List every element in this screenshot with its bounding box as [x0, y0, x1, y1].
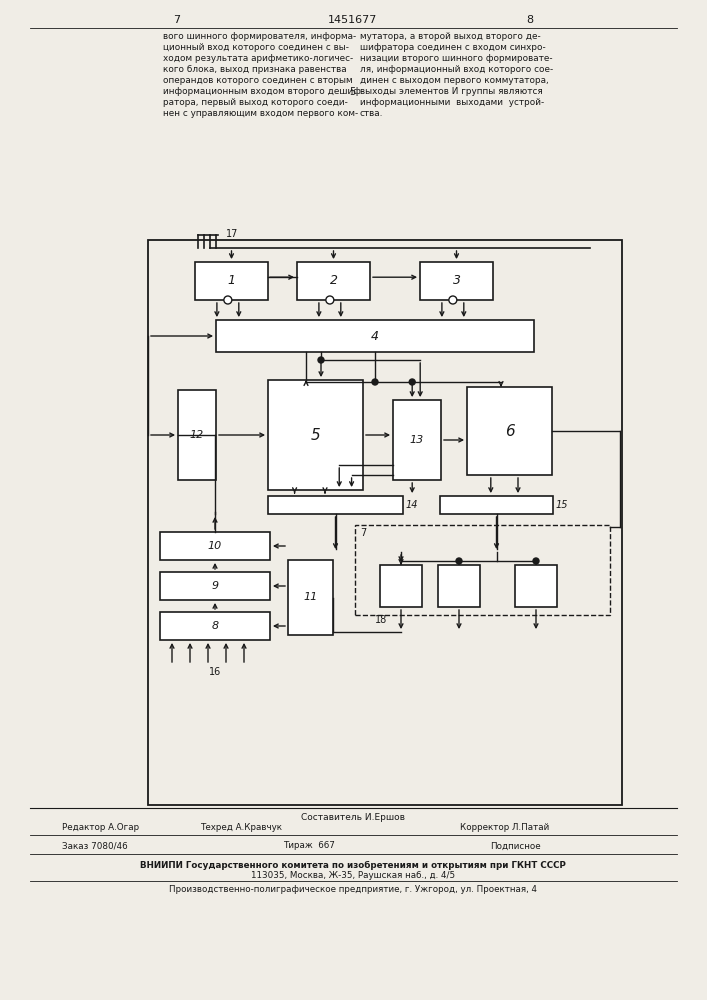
Text: 18: 18 — [375, 615, 387, 625]
Bar — [380, 565, 422, 607]
Text: Заказ 7080/46: Заказ 7080/46 — [62, 842, 128, 850]
Circle shape — [456, 558, 462, 564]
Bar — [288, 560, 333, 635]
Text: 1451677: 1451677 — [328, 15, 378, 25]
Text: 13: 13 — [410, 435, 424, 445]
Circle shape — [318, 357, 324, 363]
Bar — [268, 380, 363, 490]
Text: информационными  выходами  устрой-: информационными выходами устрой- — [360, 98, 544, 107]
Bar — [393, 400, 441, 480]
Text: Тираж  667: Тираж 667 — [283, 842, 335, 850]
Bar — [438, 565, 480, 607]
Text: 6: 6 — [505, 424, 515, 438]
Text: 3: 3 — [452, 274, 460, 288]
Text: 4: 4 — [371, 330, 379, 342]
Text: 10: 10 — [208, 541, 222, 551]
Bar — [297, 262, 370, 300]
Text: Техред А.Кравчук: Техред А.Кравчук — [200, 824, 282, 832]
Text: 8: 8 — [527, 15, 534, 25]
Circle shape — [409, 379, 415, 385]
Text: ратора, первый выход которого соеди-: ратора, первый выход которого соеди- — [163, 98, 348, 107]
Text: 2: 2 — [329, 274, 337, 288]
Circle shape — [449, 296, 457, 304]
Circle shape — [326, 296, 334, 304]
Text: 1: 1 — [228, 274, 235, 288]
Bar — [440, 496, 553, 514]
Text: кого блока, выход признака равенства: кого блока, выход признака равенства — [163, 65, 346, 74]
Text: вого шинного формирователя, информа-: вого шинного формирователя, информа- — [163, 32, 356, 41]
Bar — [160, 612, 270, 640]
Text: 11: 11 — [303, 592, 317, 602]
Text: Производственно-полиграфическое предприятие, г. Ужгород, ул. Проектная, 4: Производственно-полиграфическое предприя… — [169, 886, 537, 894]
Circle shape — [372, 379, 378, 385]
Text: 15: 15 — [556, 500, 568, 510]
Text: 7: 7 — [360, 528, 366, 538]
Bar — [216, 320, 534, 352]
Text: 9: 9 — [211, 581, 218, 591]
Text: информационным входом второго дешиф-: информационным входом второго дешиф- — [163, 87, 364, 96]
Bar — [467, 387, 552, 475]
Text: 16: 16 — [209, 667, 221, 677]
Text: 5: 5 — [349, 87, 355, 97]
Text: 7: 7 — [173, 15, 180, 25]
Text: 8: 8 — [211, 621, 218, 631]
Text: ходом результата арифметико-логичес-: ходом результата арифметико-логичес- — [163, 54, 354, 63]
Text: 14: 14 — [406, 500, 419, 510]
Circle shape — [533, 558, 539, 564]
Text: операндов которого соединен с вторым: операндов которого соединен с вторым — [163, 76, 353, 85]
Bar — [268, 496, 403, 514]
Bar — [355, 525, 610, 615]
Circle shape — [224, 296, 232, 304]
Text: Корректор Л.Патай: Корректор Л.Патай — [460, 824, 549, 832]
Text: нен с управляющим входом первого ком-: нен с управляющим входом первого ком- — [163, 109, 358, 118]
Text: мутатора, а второй выход второго де-: мутатора, а второй выход второго де- — [360, 32, 541, 41]
Text: Составитель И.Ершов: Составитель И.Ершов — [301, 812, 405, 822]
Text: выходы элементов И группы являются: выходы элементов И группы являются — [360, 87, 543, 96]
Bar — [515, 565, 557, 607]
Text: 12: 12 — [190, 430, 204, 440]
Text: 113035, Москва, Ж-35, Раушская наб., д. 4/5: 113035, Москва, Ж-35, Раушская наб., д. … — [251, 871, 455, 880]
Text: ционный вход которого соединен с вы-: ционный вход которого соединен с вы- — [163, 43, 349, 52]
Text: низации второго шинного формировате-: низации второго шинного формировате- — [360, 54, 553, 63]
Bar — [178, 390, 216, 480]
Bar — [160, 532, 270, 560]
Bar — [195, 262, 268, 300]
Text: ля, информационный вход которого сое-: ля, информационный вход которого сое- — [360, 65, 554, 74]
Text: динен с выходом первого коммутатора,: динен с выходом первого коммутатора, — [360, 76, 549, 85]
Text: Редактор А.Огар: Редактор А.Огар — [62, 824, 139, 832]
Text: шифратора соединен с входом синхро-: шифратора соединен с входом синхро- — [360, 43, 546, 52]
Text: 17: 17 — [226, 229, 238, 239]
Text: 5: 5 — [310, 428, 320, 442]
Text: ства.: ства. — [360, 109, 383, 118]
Bar — [160, 572, 270, 600]
Text: Подписное: Подписное — [490, 842, 541, 850]
Bar — [148, 240, 622, 805]
Text: ВНИИПИ Государственного комитета по изобретениям и открытиям при ГКНТ СССР: ВНИИПИ Государственного комитета по изоб… — [140, 860, 566, 870]
Bar — [420, 262, 493, 300]
